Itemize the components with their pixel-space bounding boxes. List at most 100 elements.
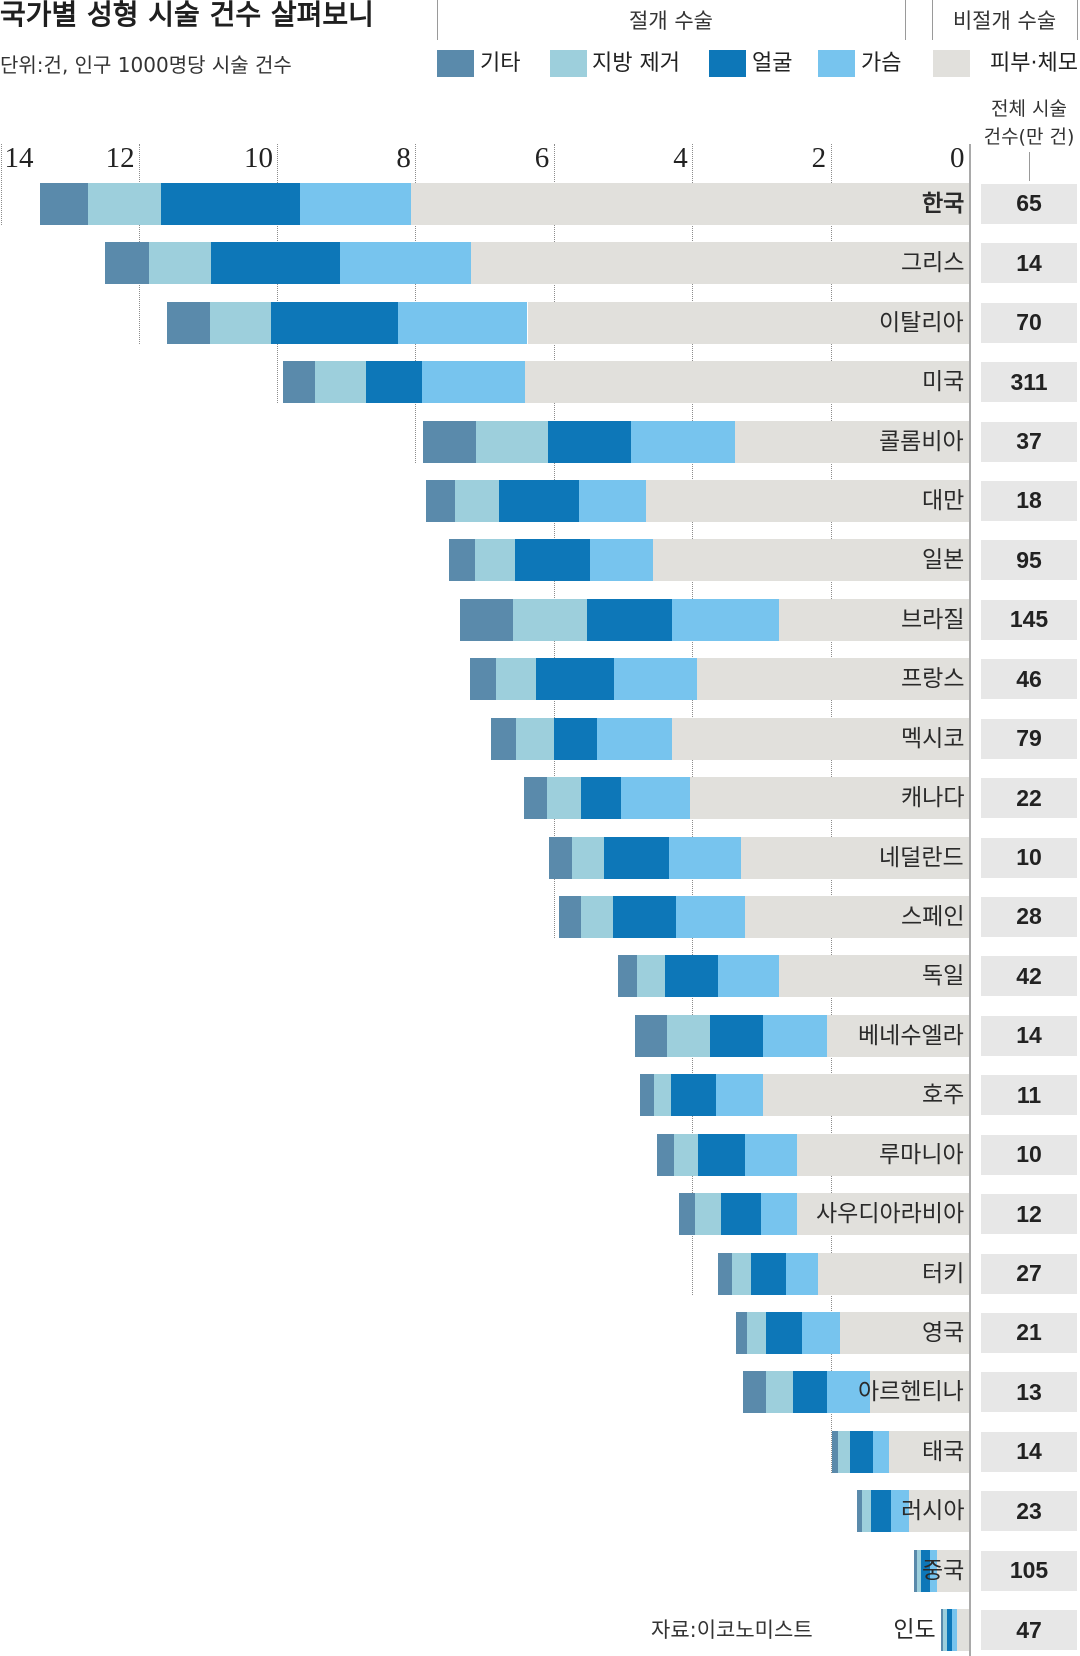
bar-segment-skin-hair: [778, 955, 969, 998]
bar-segment-breast: [579, 479, 646, 522]
chart-subtitle: 단위:건, 인구 1000명당 시술 건수: [0, 53, 292, 77]
zero-axis-line: [969, 144, 971, 1656]
bar-segment-breast: [398, 301, 528, 344]
bar-segment-skin-hair: [797, 1193, 969, 1236]
bar-segment-fat-removal: [838, 1430, 850, 1473]
legend-group-bracket-right: [905, 0, 906, 40]
legend-label-skin-hair: 피부·체모: [990, 51, 1078, 76]
source-note: 자료:이코노미스트: [651, 1618, 813, 1642]
bar-segment-skin-hair: [735, 420, 969, 463]
bar-segment-other: [426, 479, 455, 522]
legend-label-fat-removal: 지방 제거: [592, 51, 680, 76]
total-value: 47: [1016, 1616, 1042, 1643]
total-box: 14: [981, 1015, 1077, 1056]
x-tick-label: 0: [950, 142, 965, 174]
total-box: 27: [981, 1253, 1077, 1294]
country-label: 루마니아: [879, 1141, 964, 1168]
bar-segment-face: [613, 895, 677, 938]
legend-group-bracket-left: [437, 0, 438, 40]
legend-swatch-other: [437, 50, 474, 77]
total-value: 42: [1016, 962, 1042, 989]
country-label: 이탈리아: [879, 309, 964, 336]
total-box: 37: [981, 421, 1077, 462]
bar-segment-face: [849, 1430, 873, 1473]
bar-segment-fat-removal: [512, 598, 587, 641]
country-label: 독일: [922, 963, 965, 990]
country-label: 중국: [922, 1557, 965, 1584]
bar-segment-face: [548, 420, 631, 463]
bar-segment-skin-hair: [697, 658, 969, 701]
bar-segment-face: [604, 836, 670, 879]
bar-segment-face: [580, 777, 621, 820]
bar-segment-skin-hair: [645, 479, 969, 522]
bar-segment-breast: [715, 1074, 763, 1117]
total-box: 46: [981, 659, 1077, 700]
bar-segment-skin-hair: [870, 1371, 969, 1414]
bar-segment-other: [423, 420, 476, 463]
country-label: 영국: [922, 1319, 965, 1346]
bar-segment-face: [792, 1371, 828, 1414]
bar-segment-other: [282, 361, 316, 404]
country-label: 터키: [922, 1260, 965, 1287]
bar-segment-skin-hair: [778, 598, 969, 641]
total-value: 46: [1016, 665, 1042, 692]
total-value: 23: [1016, 1497, 1042, 1524]
country-label: 그리스: [901, 250, 965, 277]
bar-segment-fat-removal: [148, 242, 212, 285]
total-value: 27: [1016, 1260, 1042, 1287]
total-box: 65: [981, 183, 1077, 224]
bar-segment-face: [664, 955, 719, 998]
country-label: 태국: [922, 1438, 965, 1465]
bar-segment-other: [736, 1311, 747, 1354]
bar-segment-face: [587, 598, 673, 641]
bar-segment-other: [548, 836, 572, 879]
legend-swatch-breast: [818, 50, 855, 77]
bar-segment-fat-removal: [209, 301, 271, 344]
bar-segment-skin-hair: [937, 1549, 969, 1592]
country-label: 호주: [922, 1082, 965, 1109]
total-value: 14: [1016, 1022, 1042, 1049]
bar-segment-other: [718, 1252, 733, 1295]
x-tick-label: 8: [396, 142, 411, 174]
country-label: 아르헨티나: [858, 1379, 964, 1406]
bar-segment-face: [365, 361, 423, 404]
bar-segment-skin-hair: [690, 777, 969, 820]
bar-segment-breast: [785, 1252, 819, 1295]
bar-segment-fat-removal: [454, 479, 500, 522]
x-tick-label: 10: [244, 142, 273, 174]
total-box: 311: [981, 362, 1077, 403]
total-box: 10: [981, 837, 1077, 878]
total-value: 18: [1016, 487, 1042, 514]
bar-segment-face: [710, 1014, 763, 1057]
bar-segment-breast: [299, 182, 411, 225]
bar-segment-breast: [597, 717, 673, 760]
bar-segment-face: [670, 1074, 716, 1117]
country-label: 러시아: [901, 1498, 965, 1525]
total-value: 70: [1016, 309, 1042, 336]
total-value: 311: [1010, 368, 1048, 395]
bar-segment-breast: [676, 895, 745, 938]
total-box: 22: [981, 778, 1077, 819]
country-label: 프랑스: [901, 666, 965, 693]
total-value: 22: [1016, 784, 1042, 811]
total-box: 10: [981, 1134, 1077, 1175]
bar-segment-skin-hair: [908, 1490, 969, 1533]
bar-segment-skin-hair: [818, 1252, 969, 1295]
total-box: 79: [981, 718, 1077, 759]
bar-segment-other: [640, 1074, 655, 1117]
bar-segment-skin-hair: [652, 539, 969, 582]
bar-segment-skin-hair: [672, 717, 969, 760]
x-tick-label: 4: [673, 142, 688, 174]
bar-segment-breast: [890, 1490, 909, 1533]
total-value: 11: [1016, 1081, 1042, 1108]
total-value: 14: [1016, 1438, 1042, 1465]
country-label: 대만: [922, 487, 965, 514]
chart-title: 국가별 성형 시술 건수 살펴보니: [0, 0, 374, 31]
bar-segment-face: [160, 182, 300, 225]
legend-group-bracket-left: [932, 0, 933, 40]
country-label: 한국: [922, 190, 965, 217]
bar-segment-fat-removal: [571, 836, 605, 879]
bar-segment-other: [941, 1609, 944, 1652]
bar-segment-breast: [339, 242, 471, 285]
